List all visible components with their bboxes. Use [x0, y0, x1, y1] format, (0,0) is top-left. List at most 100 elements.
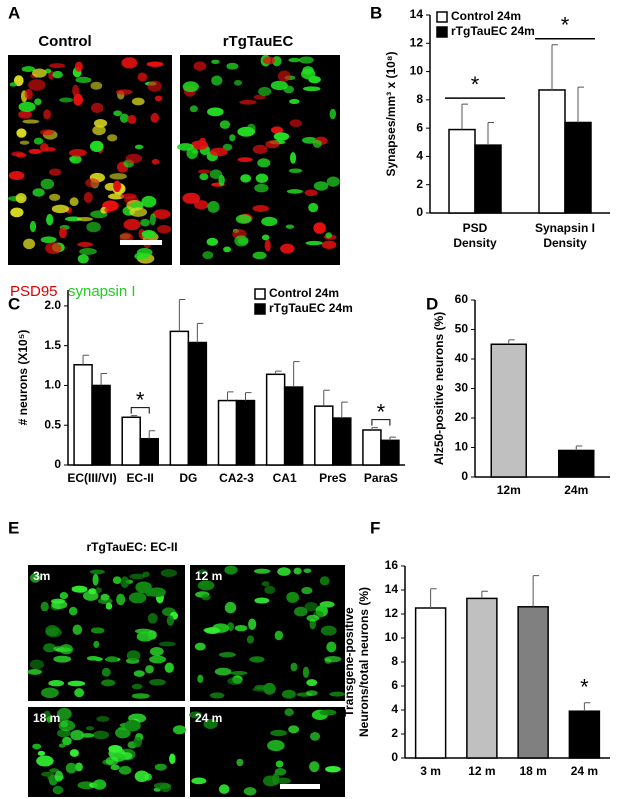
image-label: 24 m — [195, 711, 222, 725]
blob — [197, 580, 215, 591]
blob — [110, 764, 120, 771]
blob — [73, 93, 83, 106]
error-bar — [82, 354, 90, 365]
blob — [50, 598, 66, 604]
x-tick-label: 12m — [497, 483, 521, 497]
blob — [89, 140, 104, 152]
blob — [65, 762, 77, 774]
blob — [129, 207, 148, 217]
y-tick-label: 20 — [455, 410, 469, 424]
x-tick-label: 18 m — [519, 764, 546, 778]
significance-star: * — [471, 72, 480, 97]
blob — [86, 221, 101, 233]
blob — [131, 683, 143, 690]
blob — [126, 650, 141, 661]
blob — [43, 109, 51, 120]
blob — [51, 204, 70, 214]
blob — [101, 679, 116, 687]
blob — [284, 708, 294, 716]
blob — [302, 666, 310, 678]
blob — [40, 236, 57, 244]
blob — [21, 66, 36, 72]
x-tick-label: Density — [453, 236, 497, 250]
blob — [283, 85, 295, 94]
bar — [362, 429, 382, 466]
stain-label: synapsin I — [68, 283, 136, 300]
blob — [273, 132, 290, 141]
blob — [169, 753, 176, 765]
blob — [29, 573, 41, 583]
x-tick-label: Density — [543, 236, 587, 250]
blob — [320, 625, 337, 636]
blob — [158, 641, 176, 647]
blob — [265, 140, 280, 149]
blob — [239, 99, 257, 105]
error-bar — [487, 121, 494, 146]
error-bar — [341, 401, 348, 419]
error-bar — [481, 590, 488, 599]
blob — [294, 606, 308, 617]
bar — [448, 128, 476, 214]
blob — [49, 768, 59, 773]
blob — [150, 112, 160, 123]
blob — [41, 771, 55, 777]
legend-swatch — [436, 11, 448, 23]
blob — [252, 144, 268, 154]
bar — [91, 384, 111, 466]
blob — [74, 688, 85, 698]
blob — [202, 251, 214, 260]
blob — [234, 235, 249, 247]
blob — [40, 601, 49, 612]
blob — [71, 585, 88, 593]
image-label: rTgTauEC — [223, 33, 294, 50]
error-bar — [148, 430, 156, 439]
blob — [258, 86, 272, 96]
y-tick-label: 4 — [391, 702, 398, 716]
x-tick-label: 24 m — [571, 764, 598, 778]
error-bar — [293, 361, 300, 388]
blob — [325, 765, 341, 773]
error-bar — [577, 86, 584, 123]
blob — [288, 168, 303, 174]
blob — [120, 193, 137, 199]
blob — [270, 729, 287, 737]
y-tick-label: 6 — [391, 678, 398, 692]
image-label: 12 m — [195, 569, 222, 583]
blob — [261, 216, 278, 227]
blob — [145, 665, 154, 674]
panel-letter: B — [370, 3, 382, 22]
blob — [227, 677, 243, 685]
blob — [262, 56, 276, 65]
blob — [68, 156, 77, 162]
blob — [264, 239, 271, 252]
blob — [270, 126, 284, 134]
blob — [182, 81, 199, 93]
y-tick-label: 0.5 — [44, 417, 61, 431]
blob — [281, 689, 296, 699]
blob — [151, 158, 160, 165]
blob — [237, 157, 253, 163]
blob — [40, 178, 55, 190]
error-bar — [532, 575, 540, 607]
blob — [321, 240, 337, 249]
blob — [313, 222, 326, 234]
error-bar — [389, 436, 396, 441]
blob — [108, 745, 123, 753]
bar — [564, 121, 592, 214]
blob — [209, 169, 223, 180]
blob — [304, 189, 318, 197]
blob — [69, 749, 79, 757]
blob — [74, 61, 83, 72]
blob — [16, 128, 27, 138]
bar — [568, 710, 601, 759]
blob — [23, 238, 36, 250]
blob — [85, 726, 95, 731]
blob — [28, 148, 42, 154]
blob — [105, 602, 113, 610]
blob — [46, 716, 53, 723]
blob — [83, 191, 93, 204]
blob — [326, 641, 337, 653]
error-bar — [100, 373, 108, 386]
blob — [255, 173, 269, 183]
blob — [120, 576, 130, 588]
